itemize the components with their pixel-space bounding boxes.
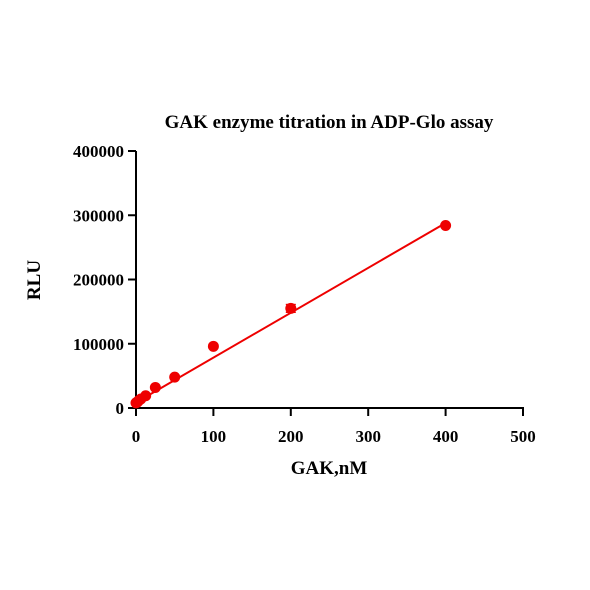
data-point: [440, 220, 452, 232]
chart-title: GAK enzyme titration in ADP-Glo assay: [165, 112, 494, 133]
x-axis-label: GAK,nM: [291, 458, 368, 479]
x-tick-label: 500: [510, 427, 536, 446]
x-tick-label: 0: [132, 427, 141, 446]
y-tick-label: 200000: [73, 271, 124, 290]
data-point: [285, 302, 297, 314]
x-tick-label: 300: [355, 427, 381, 446]
data-point: [169, 371, 181, 383]
data-point: [149, 381, 161, 393]
y-tick-label: 400000: [73, 142, 124, 161]
x-tick-label: 400: [433, 427, 459, 446]
y-tick-label: 100000: [73, 335, 124, 354]
axes: 0 100 200 300 400 500 0 100000 200000 300000 40000…: [73, 142, 536, 446]
y-axis-label: RLU: [24, 260, 45, 300]
x-tick-label: 100: [201, 427, 227, 446]
y-tick-label: 300000: [73, 206, 124, 225]
x-tick-label: 200: [278, 427, 304, 446]
y-tick-label: 0: [116, 399, 125, 418]
data-point: [207, 340, 219, 352]
data-points: [130, 220, 452, 409]
data-point: [140, 390, 152, 402]
